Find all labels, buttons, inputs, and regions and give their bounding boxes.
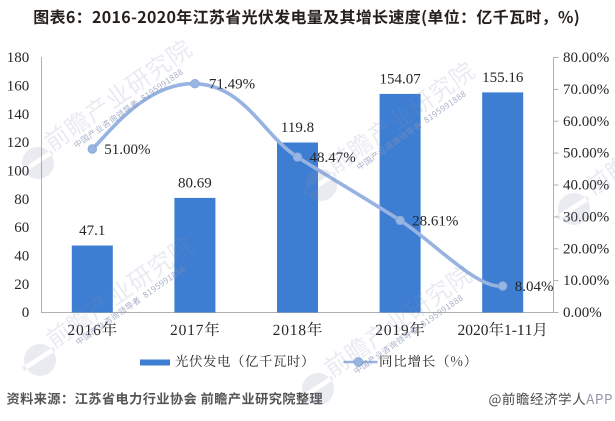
svg-text:28.61%: 28.61%: [412, 213, 458, 229]
svg-text:80.69: 80.69: [178, 175, 212, 191]
svg-text:80.00%: 80.00%: [563, 50, 609, 66]
svg-text:80: 80: [14, 192, 29, 208]
svg-text:160: 160: [7, 78, 30, 94]
svg-text:140: 140: [7, 107, 30, 123]
svg-text:50.00%: 50.00%: [563, 146, 609, 162]
svg-text:40: 40: [14, 248, 29, 264]
svg-text:10.00%: 10.00%: [563, 273, 609, 289]
svg-text:120: 120: [7, 135, 30, 151]
svg-text:8.04%: 8.04%: [515, 279, 554, 295]
svg-text:180: 180: [7, 50, 30, 66]
svg-text:60: 60: [14, 220, 29, 236]
svg-text:40.00%: 40.00%: [563, 178, 609, 194]
svg-text:60.00%: 60.00%: [563, 114, 609, 130]
svg-text:0: 0: [22, 305, 30, 321]
svg-text:119.8: 119.8: [281, 120, 314, 136]
svg-text:47.1: 47.1: [79, 223, 105, 239]
svg-text:71.49%: 71.49%: [209, 77, 255, 93]
svg-text:70.00%: 70.00%: [563, 82, 609, 98]
svg-text:0.00%: 0.00%: [563, 305, 602, 321]
svg-text:48.47%: 48.47%: [310, 150, 356, 166]
svg-text:155.16: 155.16: [482, 70, 524, 86]
svg-text:20.00%: 20.00%: [563, 241, 609, 257]
svg-text:30.00%: 30.00%: [563, 210, 609, 226]
svg-text:51.00%: 51.00%: [104, 142, 150, 158]
svg-text:20: 20: [14, 277, 29, 293]
svg-text:154.07: 154.07: [379, 71, 421, 87]
svg-text:100: 100: [7, 163, 30, 179]
